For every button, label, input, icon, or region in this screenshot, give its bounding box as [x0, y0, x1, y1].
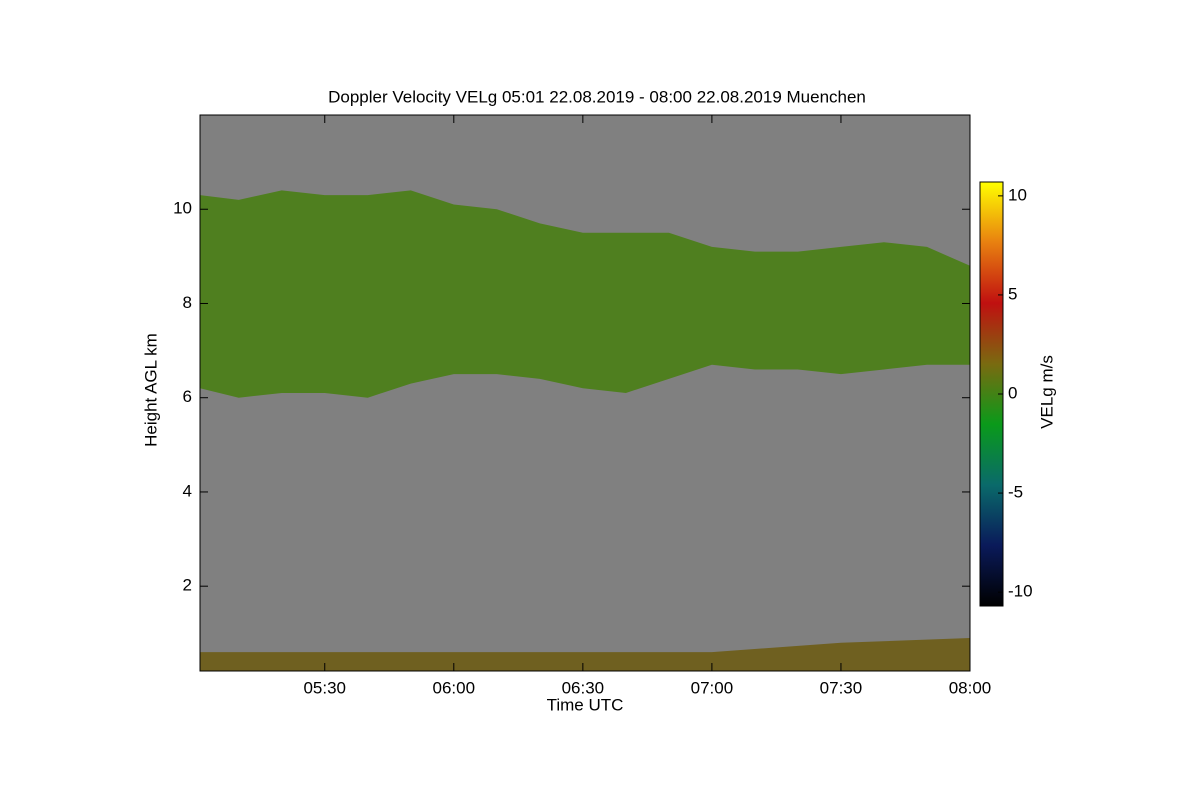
cloud-area	[200, 190, 970, 398]
chart-title: Doppler Velocity VELg 05:01 22.08.2019 -…	[328, 87, 866, 106]
y-tick-label: 10	[173, 199, 192, 218]
colorbar-tick-label: -5	[1008, 483, 1023, 502]
colorbar-label: VELg m/s	[1037, 355, 1056, 429]
colorbar-tick-label: 10	[1008, 185, 1027, 204]
y-tick-label: 4	[183, 481, 192, 500]
colorbar-tick-label: 0	[1008, 383, 1017, 402]
low-layer-area	[200, 638, 970, 671]
y-tick-label: 6	[183, 387, 192, 406]
x-tick-label: 08:00	[949, 678, 992, 697]
y-tick-label: 8	[183, 293, 192, 312]
x-axis-label: Time UTC	[547, 695, 624, 714]
plot-frame	[199, 114, 971, 672]
plot-area	[200, 115, 970, 671]
colorbar-tick-label: 5	[1008, 284, 1017, 303]
x-tick-label: 07:30	[820, 678, 863, 697]
x-tick-label: 05:30	[303, 678, 346, 697]
colorbar-tick-label: -10	[1008, 582, 1033, 601]
x-tick-label: 06:00	[433, 678, 476, 697]
y-axis-label: Height AGL km	[141, 333, 160, 447]
y-tick-label: 2	[183, 576, 192, 595]
x-tick-label: 07:00	[691, 678, 734, 697]
x-tick-label: 06:30	[562, 678, 605, 697]
